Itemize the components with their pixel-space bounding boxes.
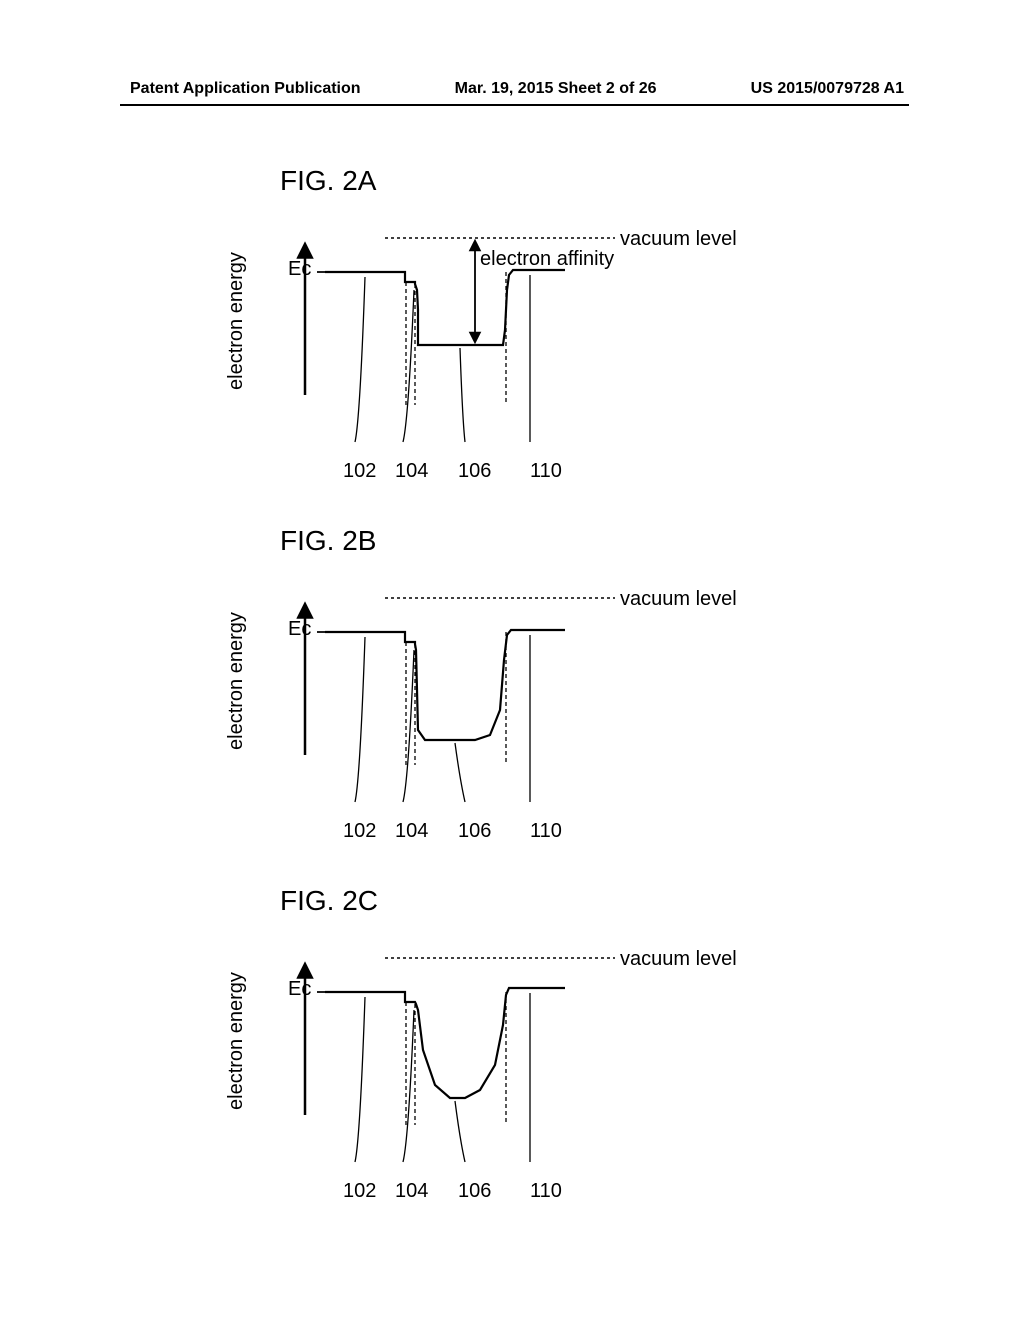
- region-label-102: 102: [343, 1180, 376, 1203]
- svg-holder: [275, 930, 775, 1195]
- figure-title: FIG. 2A: [280, 165, 376, 197]
- y-axis-label: electron energy: [225, 612, 248, 750]
- header-center: Mar. 19, 2015 Sheet 2 of 26: [455, 80, 657, 98]
- svg-holder: [275, 210, 775, 475]
- label-leader-line: [355, 637, 365, 802]
- figure-3: FIG. 2Celectron energyEcvacuum level1021…: [240, 885, 840, 1200]
- region-label-110: 110: [530, 1180, 562, 1203]
- label-leader-line: [460, 348, 465, 442]
- diagram-container: electron energyEcvacuum level10210410611…: [240, 570, 840, 840]
- band-diagram-svg: [275, 210, 775, 470]
- label-leader-line: [455, 1101, 465, 1162]
- conduction-band-curve: [325, 270, 565, 345]
- header-right: US 2015/0079728 A1: [751, 80, 904, 98]
- region-label-110: 110: [530, 460, 562, 483]
- diagram-container: electron energyEcvacuum levelelectron af…: [240, 210, 840, 480]
- label-leader-line: [355, 277, 365, 442]
- region-label-104: 104: [395, 460, 428, 483]
- region-label-110: 110: [530, 820, 562, 843]
- header-divider: [120, 104, 909, 106]
- svg-holder: [275, 570, 775, 835]
- region-label-106: 106: [458, 460, 491, 483]
- label-leader-line: [403, 650, 414, 802]
- label-leader-line: [355, 997, 365, 1162]
- page-header: Patent Application Publication Mar. 19, …: [0, 80, 1024, 98]
- y-axis-label: electron energy: [225, 252, 248, 390]
- region-label-102: 102: [343, 820, 376, 843]
- figure-1: FIG. 2A electron energyEcvacuum levelelec…: [240, 165, 840, 480]
- label-leader-line: [403, 290, 414, 442]
- region-label-104: 104: [395, 1180, 428, 1203]
- y-axis-label: electron energy: [225, 972, 248, 1110]
- region-label-106: 106: [458, 820, 491, 843]
- diagram-container: electron energyEcvacuum level10210410611…: [240, 930, 840, 1200]
- figure-title: FIG. 2C: [280, 885, 378, 917]
- figure-title: FIG. 2B: [280, 525, 376, 557]
- header-left: Patent Application Publication: [130, 80, 361, 98]
- region-label-106: 106: [458, 1180, 491, 1203]
- band-diagram-svg: [275, 930, 775, 1190]
- region-label-104: 104: [395, 820, 428, 843]
- figure-2: FIG. 2Belectron energyEcvacuum level1021…: [240, 525, 840, 840]
- label-leader-line: [455, 743, 465, 802]
- band-diagram-svg: [275, 570, 775, 830]
- label-leader-line: [403, 1010, 414, 1162]
- region-label-102: 102: [343, 460, 376, 483]
